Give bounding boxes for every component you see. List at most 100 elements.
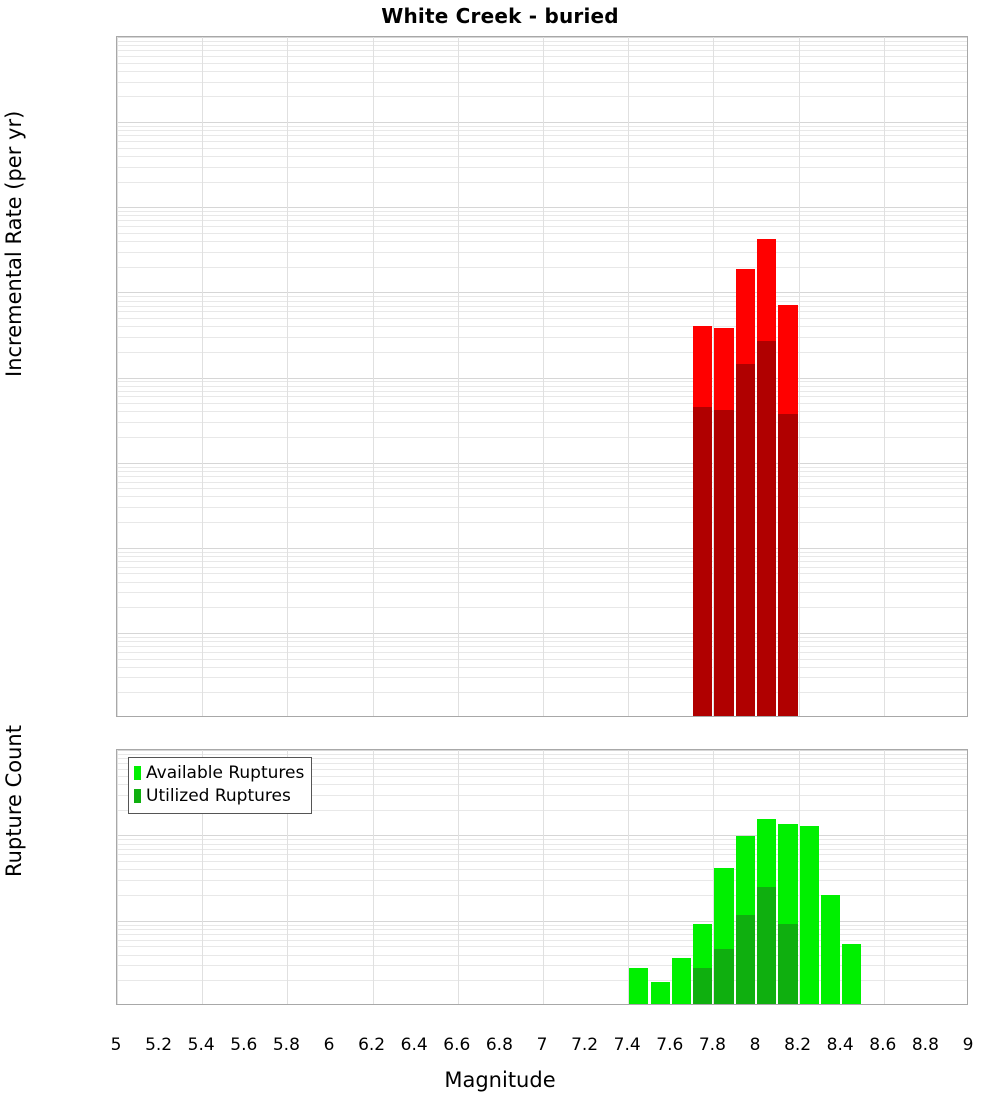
bottom-gridline-minor (117, 940, 967, 941)
bottom-vgridline (713, 750, 714, 1004)
top-gridline-minor (117, 167, 967, 168)
bottom-gridline-major (117, 835, 967, 836)
bottom-gridline-minor (117, 776, 967, 777)
x-tick-6.2: 6.2 (358, 1035, 386, 1055)
top-gridline-major (117, 463, 967, 464)
bottom-gridline-minor (117, 925, 967, 926)
bottom-gridline-minor (117, 880, 967, 881)
bottom-gridline-minor (117, 844, 967, 845)
x-tick-8.8: 8.8 (911, 1035, 939, 1055)
top-gridline-major (117, 378, 967, 379)
top-gridline-minor (117, 482, 967, 483)
top-gridline-minor (117, 476, 967, 477)
x-tick-8.4: 8.4 (826, 1035, 854, 1055)
x-tick-8: 8 (749, 1035, 761, 1055)
bottom-gridline-minor (117, 869, 967, 870)
x-tick-8.6: 8.6 (869, 1035, 897, 1055)
top-gridline-minor (117, 96, 967, 97)
x-tick-5.4: 5.4 (187, 1035, 215, 1055)
x-tick-5: 5 (110, 1035, 122, 1055)
top-gridline-minor (117, 311, 967, 312)
bar-available-ruptures-7.55 (650, 982, 670, 1004)
top-gridline-major (117, 548, 967, 549)
x-tick-7.2: 7.2 (571, 1035, 599, 1055)
rupture-count-legend: Available Ruptures Utilized Ruptures (128, 757, 313, 814)
bar-nucleation-7.85 (714, 410, 734, 716)
top-vgridline (202, 37, 203, 716)
rupture-legend-label-0: Available Ruptures (146, 763, 305, 783)
bottom-gridline-minor (117, 763, 967, 764)
bar-utilized-ruptures-8.05 (757, 887, 777, 1004)
bottom-gridline-minor (117, 784, 967, 785)
bottom-gridline-minor (117, 965, 967, 966)
top-gridline-minor (117, 71, 967, 72)
bottom-gridline-minor (117, 754, 967, 755)
top-gridline-minor (117, 130, 967, 131)
top-gridline-major (117, 122, 967, 123)
top-gridline-minor (117, 226, 967, 227)
bottom-gridline-minor (117, 769, 967, 770)
top-gridline-minor (117, 667, 967, 668)
rupture-legend-item-1: Utilized Ruptures (134, 785, 304, 808)
top-gridline-minor (117, 582, 967, 583)
x-axis-title: Magnitude (444, 1068, 556, 1092)
top-gridline-minor (117, 63, 967, 64)
top-gridline-minor (117, 592, 967, 593)
bottom-gridline-minor (117, 895, 967, 896)
x-tick-9: 9 (962, 1035, 974, 1055)
top-gridline-minor (117, 141, 967, 142)
top-gridline-minor (117, 522, 967, 523)
top-gridline-minor (117, 422, 967, 423)
top-gridline-minor (117, 41, 967, 42)
bar-available-ruptures-7.45 (629, 968, 649, 1004)
top-gridline-minor (117, 301, 967, 302)
bottom-vgridline (117, 750, 118, 1004)
legend-swatch-icon (134, 766, 141, 781)
top-gridline-minor (117, 50, 967, 51)
x-tick-6.4: 6.4 (400, 1035, 428, 1055)
bottom-vgridline (373, 750, 374, 1004)
x-tick-7: 7 (536, 1035, 548, 1055)
top-gridline-minor (117, 391, 967, 392)
bottom-gridline-minor (117, 839, 967, 840)
bar-utilized-ruptures-7.95 (735, 915, 755, 1004)
top-gridline-minor (117, 573, 967, 574)
bottom-gridline-minor (117, 955, 967, 956)
top-vgridline (458, 37, 459, 716)
top-gridline-minor (117, 646, 967, 647)
x-tick-7.6: 7.6 (656, 1035, 684, 1055)
x-tick-6.6: 6.6 (443, 1035, 471, 1055)
top-vgridline (799, 37, 800, 716)
bottom-vgridline (628, 750, 629, 1004)
bottom-gridline-minor (117, 758, 967, 759)
top-gridline-minor (117, 381, 967, 382)
top-gridline-minor (117, 296, 967, 297)
x-tick-8.2: 8.2 (784, 1035, 812, 1055)
bar-nucleation-8.05 (757, 341, 777, 716)
top-vgridline (713, 37, 714, 716)
x-tick-6: 6 (323, 1035, 335, 1055)
bar-nucleation-8.15 (778, 414, 798, 716)
top-gridline-minor (117, 306, 967, 307)
top-gridline-minor (117, 156, 967, 157)
top-gridline-minor (117, 641, 967, 642)
top-gridline-major (117, 633, 967, 634)
top-gridline-minor (117, 556, 967, 557)
top-gridline-major (117, 207, 967, 208)
top-gridline-minor (117, 220, 967, 221)
top-gridline-minor (117, 403, 967, 404)
top-gridline-minor (117, 692, 967, 693)
bar-available-ruptures-7.65 (671, 958, 692, 1004)
bottom-vgridline (458, 750, 459, 1004)
top-gridline-minor (117, 552, 967, 553)
bar-available-ruptures-8.35 (820, 895, 841, 1004)
x-tick-7.8: 7.8 (698, 1035, 726, 1055)
top-gridline-minor (117, 56, 967, 57)
top-vgridline (117, 37, 118, 716)
bottom-gridline-minor (117, 849, 967, 850)
bar-utilized-ruptures-7.85 (714, 949, 734, 1004)
bottom-vgridline (884, 750, 885, 1004)
top-gridline-minor (117, 677, 967, 678)
top-gridline-minor (117, 437, 967, 438)
top-gridline-minor (117, 318, 967, 319)
